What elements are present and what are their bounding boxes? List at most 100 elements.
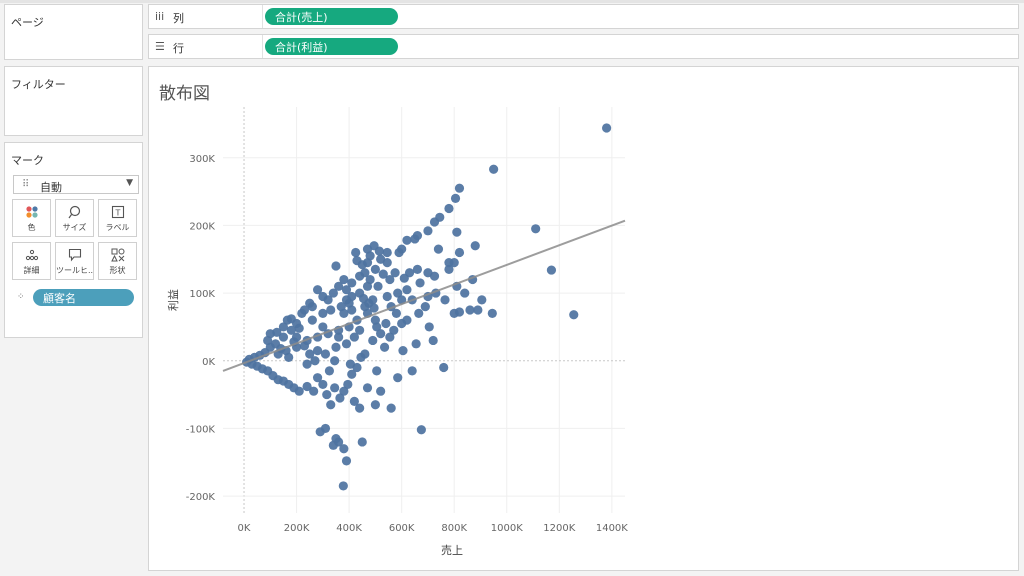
- data-point: [294, 323, 304, 333]
- columns-shelf[interactable]: iii 列 合計(売上): [148, 4, 1019, 29]
- trend-line: [222, 219, 626, 372]
- svg-text:T: T: [114, 209, 120, 218]
- data-point: [372, 322, 382, 332]
- mark-card-label: ラベル: [105, 223, 130, 232]
- data-point: [546, 265, 557, 275]
- data-point: [362, 383, 373, 393]
- mark-card-shape[interactable]: 形状: [98, 242, 137, 280]
- data-point: [386, 403, 396, 413]
- rows-pill-profit[interactable]: 合計(利益): [265, 38, 398, 55]
- data-point: [328, 288, 338, 298]
- mark-type-dropdown[interactable]: ⠿ 自動 ▼: [13, 175, 139, 194]
- mark-card-tooltip[interactable]: ツールヒ...: [55, 242, 94, 280]
- data-point: [334, 281, 344, 291]
- data-point: [381, 318, 391, 329]
- data-point: [339, 308, 349, 318]
- data-point: [407, 366, 417, 376]
- data-point: [305, 349, 315, 359]
- mark-card-label: サイズ: [62, 223, 87, 232]
- rows-shelf[interactable]: ☰ 行 合計(利益): [148, 34, 1019, 59]
- columns-shelf-label: 列: [173, 12, 184, 25]
- x-tick-label: 800K: [441, 523, 467, 534]
- mark-card-color[interactable]: 色: [12, 199, 51, 237]
- data-point: [369, 303, 379, 313]
- y-tick-label: -100K: [186, 424, 216, 435]
- data-point: [376, 329, 386, 339]
- data-point: [368, 335, 378, 346]
- x-tick-label: 1000K: [491, 523, 523, 534]
- data-point: [397, 295, 407, 305]
- x-tick-label: 400K: [336, 523, 362, 534]
- y-tick-label: 300K: [189, 154, 215, 165]
- detail-pill-customer[interactable]: 顧客名: [33, 289, 134, 306]
- mark-card-detail[interactable]: 詳細: [12, 242, 51, 280]
- data-point: [324, 366, 335, 376]
- scatter-plot[interactable]: 0K 200K 400K 600K 800K 1000K 1200K 1400K -200K -1…: [149, 67, 1018, 570]
- y-axis-title: 利益: [166, 289, 180, 311]
- data-point: [402, 235, 412, 245]
- detail-field-icon: ⁘: [17, 292, 25, 302]
- data-point: [272, 327, 282, 337]
- chevron-down-icon: ▼: [126, 178, 133, 188]
- shape-icon: [99, 243, 136, 265]
- data-point: [307, 302, 317, 312]
- data-point: [278, 332, 289, 342]
- data-point: [429, 217, 440, 227]
- data-point: [389, 325, 399, 335]
- data-point: [349, 396, 359, 406]
- data-point: [334, 332, 344, 342]
- data-point: [326, 400, 336, 410]
- data-point: [397, 318, 407, 329]
- data-point: [312, 373, 323, 383]
- data-point: [330, 356, 340, 366]
- data-point: [315, 427, 325, 437]
- data-point: [423, 268, 433, 278]
- data-point: [322, 389, 332, 400]
- y-tick-label: 0K: [202, 357, 215, 368]
- data-point: [326, 305, 336, 315]
- pages-panel[interactable]: ページ: [4, 4, 143, 60]
- pages-title: ページ: [11, 16, 44, 29]
- data-point: [339, 386, 349, 396]
- filters-panel[interactable]: フィルター: [4, 66, 143, 136]
- data-point: [394, 247, 404, 258]
- y-tick-label: 200K: [189, 221, 215, 232]
- data-point: [376, 386, 386, 396]
- data-point: [452, 227, 462, 237]
- data-point: [343, 379, 353, 390]
- columns-pill-sales[interactable]: 合計(売上): [265, 8, 398, 25]
- data-point: [390, 268, 400, 278]
- top-edge: [0, 0, 1024, 3]
- mark-card-label-shelf[interactable]: T ラベル: [98, 199, 137, 237]
- data-point: [352, 256, 362, 266]
- data-point: [410, 234, 420, 244]
- marks-title: マーク: [11, 154, 44, 167]
- data-point: [331, 342, 341, 352]
- data-point: [284, 352, 294, 362]
- data-point: [302, 381, 312, 392]
- x-tick-label: 1200K: [543, 523, 575, 534]
- x-tick-label: 1400K: [596, 523, 628, 534]
- mark-card-label: 形状: [109, 266, 126, 275]
- x-axis-title: 売上: [441, 544, 463, 557]
- data-point: [309, 386, 319, 396]
- mark-type-icon: ⠿: [22, 179, 30, 190]
- data-point: [420, 302, 430, 312]
- y-tick-label: -200K: [186, 492, 216, 503]
- data-point: [393, 373, 403, 383]
- data-point: [286, 325, 296, 335]
- data-point: [347, 278, 357, 288]
- data-point: [411, 339, 421, 349]
- data-point: [373, 281, 383, 291]
- data-point: [465, 305, 475, 315]
- data-point: [310, 356, 320, 366]
- data-point: [297, 308, 307, 318]
- data-point: [331, 261, 341, 271]
- size-icon: [56, 200, 93, 222]
- mark-card-size[interactable]: サイズ: [55, 199, 94, 237]
- mark-card-label: 色: [27, 223, 36, 232]
- data-point: [440, 295, 450, 305]
- data-point: [330, 383, 340, 393]
- filters-title: フィルター: [11, 78, 66, 91]
- data-point: [399, 273, 409, 283]
